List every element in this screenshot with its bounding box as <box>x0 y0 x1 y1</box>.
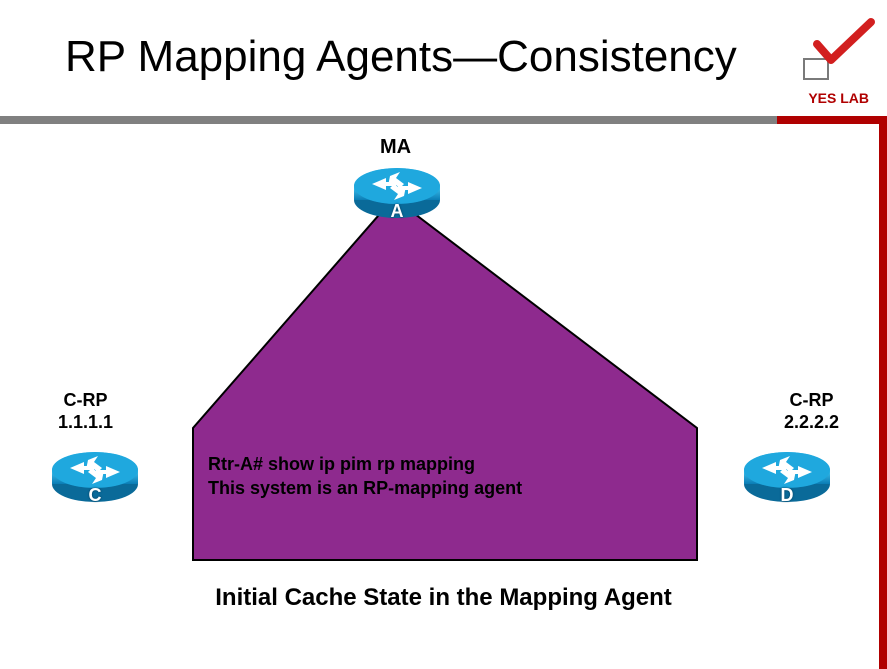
router-c: C <box>50 448 140 504</box>
router-d: D <box>742 448 832 504</box>
divider-gray <box>0 116 887 124</box>
crp-right-label: C-RP 2.2.2.2 <box>784 390 839 433</box>
topology-shape <box>185 208 705 568</box>
crp-left-line1: C-RP <box>58 390 113 412</box>
logo: YES LAB <box>799 24 869 82</box>
logo-check-icon <box>799 24 869 82</box>
crp-right-line1: C-RP <box>784 390 839 412</box>
router-d-label: D <box>742 485 832 506</box>
terminal-line-2: This system is an RP-mapping agent <box>208 476 522 500</box>
router-a: A <box>352 164 442 220</box>
router-c-label: C <box>50 485 140 506</box>
divider-red <box>777 116 887 124</box>
crp-left-line2: 1.1.1.1 <box>58 412 113 434</box>
terminal-line-1: Rtr-A# show ip pim rp mapping <box>208 452 522 476</box>
slide-title: RP Mapping Agents—Consistency <box>65 32 737 82</box>
logo-text: YES LAB <box>808 90 869 106</box>
crp-right-line2: 2.2.2.2 <box>784 412 839 434</box>
router-a-label: A <box>352 201 442 222</box>
ma-label: MA <box>380 136 411 159</box>
slide-subtitle: Initial Cache State in the Mapping Agent <box>0 584 887 612</box>
crp-left-label: C-RP 1.1.1.1 <box>58 390 113 433</box>
terminal-output: Rtr-A# show ip pim rp mapping This syste… <box>208 452 522 501</box>
